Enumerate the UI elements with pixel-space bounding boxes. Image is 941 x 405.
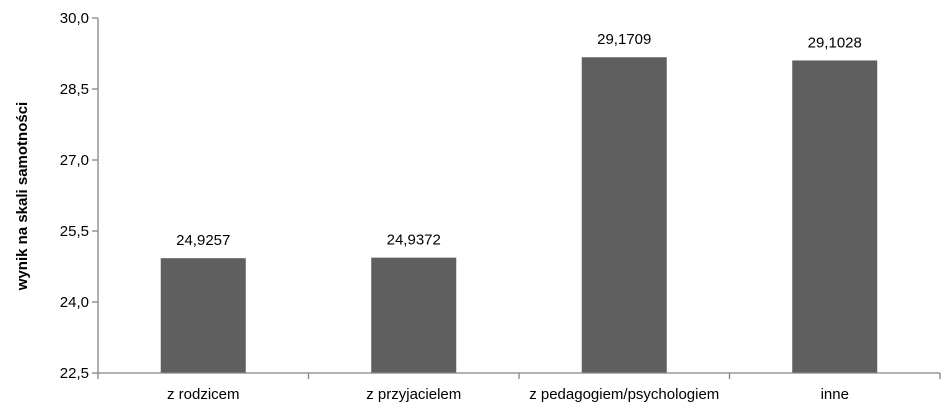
bar-value-label: 24,9257 [176, 232, 230, 249]
bar-value-label: 29,1028 [808, 34, 862, 51]
y-tick-label: 24,0 [60, 294, 89, 311]
x-category-label: z rodzicem [167, 386, 240, 403]
bar [792, 60, 878, 373]
y-tick-label: 25,5 [60, 223, 89, 240]
y-tick-label: 22,5 [60, 365, 89, 382]
bar [160, 258, 246, 373]
x-category-label: inne [821, 386, 849, 403]
y-tick-label: 30,0 [60, 10, 89, 27]
x-category-label: z pedagogiem/psychologiem [529, 386, 719, 403]
x-category-label: z przyjacielem [366, 386, 461, 403]
bar [581, 57, 667, 373]
bars: 24,9257 24,9372 29,1709 29,1028 [160, 31, 878, 373]
y-tick-label: 28,5 [60, 81, 89, 98]
y-axis-ticks: 22,5 24,0 25,5 27,0 28,5 30,0 [60, 10, 99, 382]
y-axis-title: wynik na skali samotności [14, 102, 31, 291]
bar [371, 257, 457, 373]
y-tick-label: 27,0 [60, 152, 89, 169]
x-axis: z rodzicem z przyjacielem z pedagogiem/psy… [97, 372, 941, 403]
bar-value-label: 29,1709 [597, 31, 651, 48]
bar-value-label: 24,9372 [387, 232, 441, 249]
